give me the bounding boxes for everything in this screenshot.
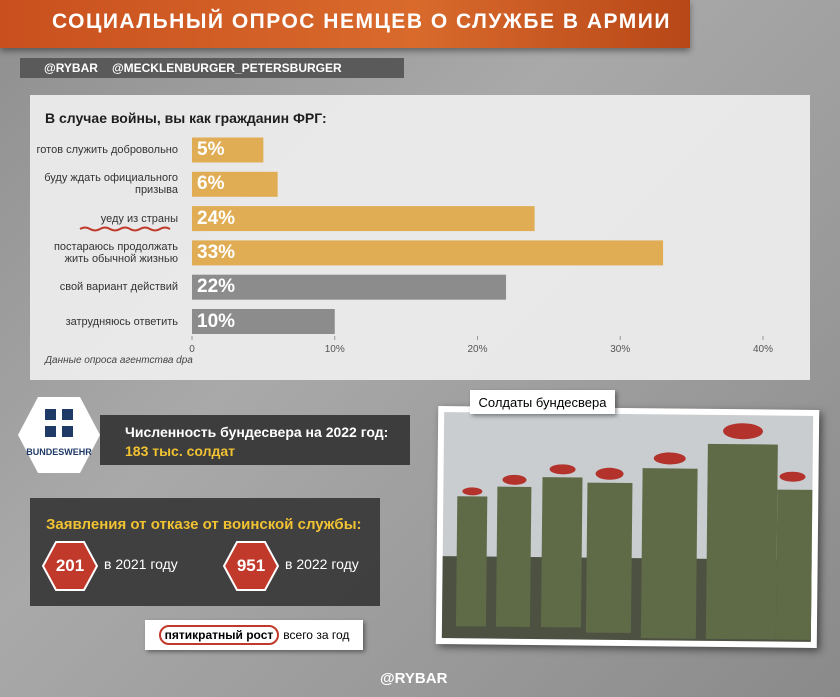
category-label: затрудняюсь ответить	[65, 315, 178, 328]
info-label: Численность бундесвера на 2022 год:	[125, 424, 389, 440]
hexagon	[42, 541, 98, 591]
title: СОЦИАЛЬНЫЙ ОПРОС НЕМЦЕВ О СЛУЖБЕ В АРМИИ	[52, 10, 671, 33]
handle[interactable]: @RYBAR	[44, 61, 98, 75]
logo: BUNDESWEHR	[18, 397, 100, 473]
refusals-title: Заявления от отказе от воинской службы:	[46, 516, 362, 533]
info-value: 183 тыс. солдат	[125, 443, 236, 459]
x-tick-label: 0	[189, 344, 195, 355]
x-tick-label: 10%	[325, 344, 345, 355]
chart: 0 10% 20% 30% 40%	[79, 137, 773, 355]
x-tick-label: 30%	[610, 344, 630, 355]
chart-title: В случае войны, вы как гражданин ФРГ:	[45, 110, 327, 126]
bar	[192, 309, 335, 334]
refusal-number: 951	[236, 556, 266, 575]
note-emphasis: пятикратный рост	[158, 625, 280, 645]
value-label: 22%	[197, 276, 236, 298]
note: пятикратный рост всего за год	[145, 620, 363, 650]
value-label: 33%	[197, 241, 236, 263]
value-label: 5%	[197, 139, 225, 160]
handles: @RYBAR @MECKLENBURGER_PETERSBURGER	[20, 58, 404, 78]
footer-handle[interactable]: @RYBAR	[380, 670, 448, 687]
value-label: 24%	[197, 207, 236, 229]
handle[interactable]: @MECKLENBURGER_PETERSBURGER	[111, 61, 342, 75]
hexagon	[223, 541, 279, 591]
x-tick-label: 20%	[467, 344, 487, 355]
title-band	[0, 0, 690, 48]
refusal-year: в 2021 году	[104, 556, 178, 572]
underline	[79, 226, 171, 232]
note-text: всего за год	[283, 628, 350, 642]
refusal-year: в 2022 году	[285, 556, 359, 572]
bar	[192, 171, 278, 197]
category-label: постараюсь продолжать жить обычной жизнь…	[53, 240, 178, 265]
logo-text: BUNDESWEHR	[26, 447, 92, 457]
photo	[435, 406, 820, 648]
bar	[192, 274, 507, 300]
refusal-number: 201	[55, 556, 85, 575]
photo-caption: Солдаты бундесвера	[470, 390, 615, 414]
x-tick-label: 40%	[753, 344, 773, 355]
photo-image	[441, 412, 814, 642]
value-label: 6%	[197, 173, 225, 195]
category-label: свой вариант действий	[59, 281, 178, 294]
source: Данные опроса агентства dpa	[45, 355, 193, 366]
category-label: буду ждать официального призыва	[44, 172, 178, 197]
bar	[192, 240, 664, 266]
bar	[192, 137, 264, 163]
info-band	[100, 415, 410, 465]
category-label: уеду из страны	[100, 212, 178, 225]
chart-panel	[30, 95, 810, 380]
value-label: 10%	[197, 310, 236, 332]
bar	[192, 206, 535, 232]
category-label: готов служить добровольно	[36, 144, 178, 156]
